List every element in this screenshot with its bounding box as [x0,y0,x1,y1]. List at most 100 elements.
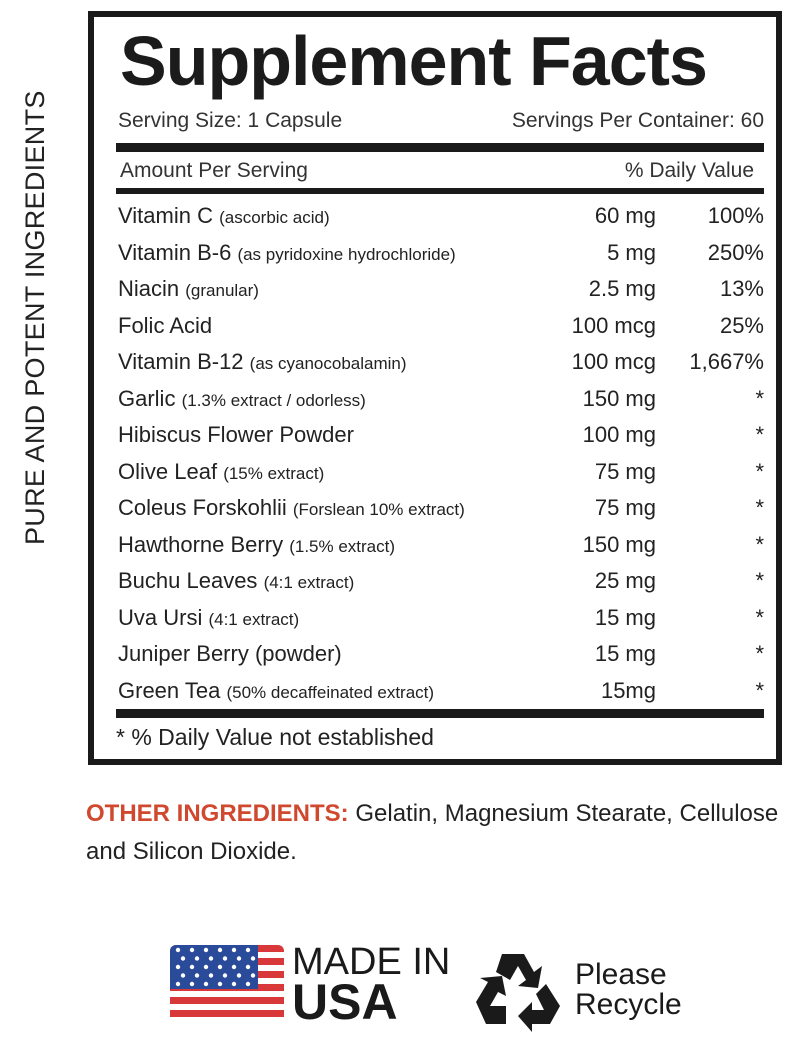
flag-star [203,947,209,953]
nutrient-detail: (4:1 extract) [263,573,355,592]
flag-star [194,956,200,961]
flag-star [222,956,228,961]
nutrient-label: Niacin [118,276,180,301]
nutrient-daily-value: 25% [719,312,764,338]
made-in-usa-badge: MADE IN USA [292,941,451,1030]
nutrient-label: Olive Leaf [118,458,218,484]
supplement-facts-panel: Supplement Facts Serving Size: 1 Capsule… [88,11,782,765]
side-tagline: PURE AND POTENT INGREDIENTS [20,90,50,545]
nutrient-daily-value: * [755,531,764,557]
nutrient-row: Hawthorne Berry (1.5% extract) 150 mg * [116,532,768,568]
nutrient-row: Uva Ursi (4:1 extract) 15 mg * [116,605,768,641]
nutrient-amount: 75 mg [594,495,656,520]
nutrient-name: Vitamin B-6 (as pyridoxine hydrochloride… [118,240,456,266]
nutrient-amount: 100 mcg [571,349,656,374]
flag-star [180,956,186,961]
usa-text: USA [292,974,398,1030]
nutrient-row: Vitamin B-6 (as pyridoxine hydrochloride… [116,240,768,276]
nutrient-row: Vitamin C (ascorbic acid) 60 mg 100% [116,203,768,239]
servings-per-container: Servings Per Container: 60 [511,109,764,132]
flag-star [217,964,223,970]
nutrient-daily-value: 250% [707,239,764,265]
flag-star [222,973,228,978]
nutrient-name: Hibiscus Flower Powder [118,422,354,448]
nutrient-name: Juniper Berry (powder) [118,641,342,667]
flag-star [245,981,251,987]
flag-star [250,956,256,961]
divider [116,188,764,194]
nutrient-amount: 15 mg [594,641,656,666]
flag-star [236,956,242,961]
nutrient-daily-value: * [755,422,764,447]
nutrient-detail: (as cyanocobalamin) [249,354,407,373]
nutrient-label: Green Tea [118,677,221,703]
nutrient-amount: 75 mg [594,458,656,484]
divider-thick [116,709,764,718]
nutrient-daily-value: * [755,604,764,630]
us-flag-icon [170,945,284,1025]
nutrient-detail: (50% decaffeinated extract) [226,682,435,702]
nutrient-daily-value: * [755,458,764,484]
flag-star [208,956,214,961]
nutrient-amount: 100 mg [582,422,656,447]
flag-star [245,947,251,953]
nutrient-name: Garlic (1.3% extract / odorless) [118,386,366,412]
nutrient-label: Buchu Leaves [118,568,258,593]
daily-value-header: % Daily Value [624,159,754,182]
nutrient-row: Olive Leaf (15% extract) 75 mg * [116,459,768,495]
flag-star [194,973,200,978]
nutrient-amount: 25 mg [594,568,656,593]
flag-star [250,973,256,978]
nutrient-amount: 60 mg [594,203,656,228]
nutrient-detail: (15% extract) [223,463,325,483]
flag-star [217,947,223,953]
nutrient-daily-value: * [755,495,764,520]
flag-star [189,947,195,953]
nutrient-daily-value: * [755,677,764,703]
nutrient-detail: (as pyridoxine hydrochloride) [237,244,456,264]
flag-star [203,964,209,970]
nutrient-label: Uva Ursi [118,604,203,630]
flag-star [245,964,251,970]
nutrient-daily-value: * [755,385,764,411]
amount-per-serving-header: Amount Per Serving [120,159,308,182]
nutrient-name: Vitamin B-12 (as cyanocobalamin) [118,349,407,375]
nutrient-name: Hawthorne Berry (1.5% extract) [118,532,395,558]
nutrient-detail: (1.3% extract / odorless) [181,390,366,410]
nutrient-detail: (1.5% extract) [289,536,396,556]
nutrient-row: Green Tea (50% decaffeinated extract) 15m… [116,678,768,714]
nutrient-label: Hawthorne Berry [118,531,284,557]
made-in-text: MADE IN [292,941,451,983]
flag-star [236,973,242,978]
nutrient-name: Coleus Forskohlii (Forslean 10% extract) [118,495,465,521]
nutrient-name: Uva Ursi (4:1 extract) [118,605,299,631]
nutrient-label: Garlic [118,385,176,411]
flag-star [189,981,195,987]
please-text: Please [575,958,667,991]
flag-star [175,947,181,953]
footnote: * % Daily Value not established [116,724,434,750]
nutrient-daily-value: * [755,568,764,593]
nutrient-daily-value: 13% [719,276,764,301]
flag-star [203,981,209,987]
other-ingredients-text: Gelatin, Magnesium Stearate, Cellulose a… [86,800,779,865]
please-recycle-text: Please Recycle [575,960,682,1020]
nutrient-amount: 5 mg [607,239,656,265]
nutrient-amount: 2.5 mg [588,276,656,301]
nutrient-label: Juniper Berry (powder) [118,641,342,666]
serving-size: Serving Size: 1 Capsule [118,109,343,132]
nutrient-detail: (granular) [185,281,259,300]
nutrient-label: Vitamin C [118,203,213,228]
flag-star [189,964,195,970]
nutrient-name: Green Tea (50% decaffeinated extract) [118,678,434,704]
nutrient-name: Folic Acid [118,313,212,339]
flag-star [208,973,214,978]
recycle-icon [472,946,564,1037]
nutrient-label: Coleus Forskohlii [118,495,287,520]
nutrient-detail: (ascorbic acid) [219,208,330,227]
nutrient-name: Niacin (granular) [118,276,259,302]
flag-star [217,981,223,987]
nutrient-daily-value: * [755,641,764,666]
nutrient-row: Garlic (1.3% extract / odorless) 150 mg * [116,386,768,422]
nutrient-label: Vitamin B-12 [118,349,244,374]
